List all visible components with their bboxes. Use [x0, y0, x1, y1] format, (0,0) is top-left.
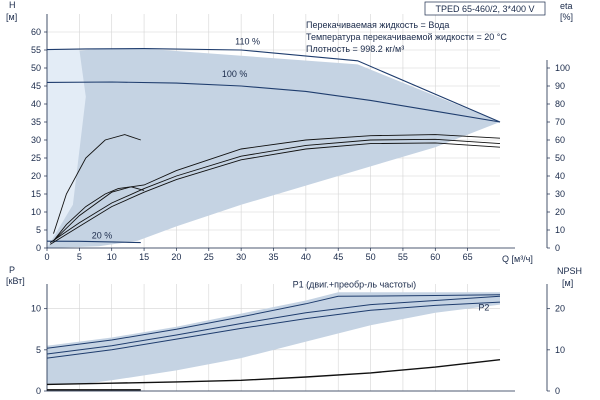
- bottom-right-tick-label-2: 20: [555, 304, 565, 314]
- top-x-tick-label-1: 5: [77, 252, 82, 262]
- top-y-axis-unit: [м]: [6, 12, 17, 22]
- info-line-0: Перекачиваемая жидкость = Вода: [306, 20, 449, 30]
- top-curve-2: [46, 240, 141, 244]
- bottom-y-tick-label-2: 10: [31, 304, 41, 314]
- top-x-tick-label-4: 20: [171, 252, 181, 262]
- top-curve-3: [53, 134, 501, 242]
- bottom-plot: 0 5 10 0 10 20 P[кВт] NPSH [м] P1 (двиг.+преобр-л…: [6, 265, 582, 396]
- top-y-tick-label-7: 35: [31, 117, 41, 127]
- top-right-tick-label-5: 50: [555, 153, 565, 163]
- top-y-tick-label-0: 0: [36, 243, 41, 253]
- top-right-tick-label-6: 60: [555, 135, 565, 145]
- top-right-tick-label-7: 70: [555, 117, 565, 127]
- top-curve-label-1: 100 %: [222, 69, 248, 79]
- bottom-y-tick-label-0: 0: [36, 386, 41, 396]
- bottom-curve-2: [46, 301, 501, 359]
- top-y-tick-label-4: 20: [31, 171, 41, 181]
- top-x-tick-label-6: 30: [236, 252, 246, 262]
- top-right-tick-label-1: 10: [555, 225, 565, 235]
- bottom-y-tick-label-1: 5: [36, 345, 41, 355]
- title-box: [424, 1, 546, 16]
- top-right-axis-unit: [%]: [560, 12, 573, 22]
- top-curve-4: [49, 138, 501, 243]
- top-y-tick-label-12: 60: [31, 27, 41, 37]
- bottom-curve-label-2: P2: [478, 302, 489, 312]
- bottom-right-axis-unit: [м]: [562, 278, 573, 288]
- top-x-tick-label-12: 60: [430, 252, 440, 262]
- bottom-right-tick-label-0: 0: [555, 386, 560, 396]
- top-curve-label-0: 110 %: [235, 37, 260, 47]
- bottom-right-tick-label-1: 10: [555, 345, 565, 355]
- top-y-tick-label-5: 25: [31, 153, 41, 163]
- top-right-axis-title: eta: [560, 1, 573, 11]
- bottom-curve-1: [46, 295, 501, 355]
- top-x-tick-label-13: 65: [463, 252, 473, 262]
- top-y-tick-label-8: 40: [31, 99, 41, 109]
- top-curve-7: [53, 186, 145, 242]
- top-y-tick-label-9: 45: [31, 81, 41, 91]
- top-x-tick-label-2: 10: [107, 252, 117, 262]
- bottom-y-axis-title: P: [9, 265, 15, 275]
- info-line-1: Температура перекачиваемой жидкости = 20…: [306, 32, 507, 42]
- top-x-tick-label-0: 0: [44, 252, 49, 262]
- bottom-y-axis-unit: [кВт]: [6, 276, 25, 286]
- top-x-tick-label-8: 40: [301, 252, 311, 262]
- top-curve-label-2: 20 %: [92, 230, 113, 240]
- chart-title: TPED 65-460/2, 3*400 V: [435, 4, 534, 14]
- top-right-tick-label-9: 90: [555, 81, 565, 91]
- bottom-curve-3: [46, 359, 501, 386]
- top-curve-0: [46, 48, 501, 123]
- top-x-tick-label-11: 55: [398, 252, 408, 262]
- bottom-operating-region: [47, 292, 500, 385]
- top-right-tick-label-8: 80: [555, 99, 565, 109]
- top-plot: 0 5 10 15 20 25 30 35 40 45 50 55 60 65 0 5 10 15 20 25 30 35…: [6, 0, 573, 264]
- top-right-tick-label-10: 100: [555, 63, 570, 73]
- top-x-tick-label-10: 50: [366, 252, 376, 262]
- bottom-curve-0: [46, 294, 501, 349]
- top-right-tick-label-0: 0: [555, 243, 560, 253]
- top-x-tick-label-3: 15: [139, 252, 149, 262]
- top-right-tick-label-4: 40: [555, 171, 565, 181]
- top-y-tick-label-1: 5: [36, 225, 41, 235]
- top-y-tick-label-10: 50: [31, 63, 41, 73]
- top-light-region: [47, 50, 86, 248]
- top-y-tick-label-11: 55: [31, 45, 41, 55]
- top-right-tick-label-3: 30: [555, 189, 565, 199]
- top-y-tick-label-2: 10: [31, 207, 41, 217]
- top-y-tick-label-6: 30: [31, 135, 41, 145]
- top-curve-5: [49, 142, 501, 245]
- top-right-tick-label-2: 20: [555, 207, 565, 217]
- top-curve-1: [46, 81, 501, 123]
- top-operating-region: [47, 48, 500, 248]
- bottom-right-axis-title: NPSH: [557, 266, 582, 276]
- top-x-axis-title: Q [м³/ч]: [502, 254, 533, 264]
- top-x-tick-label-7: 35: [268, 252, 278, 262]
- top-curve-6: [53, 134, 141, 234]
- top-y-axis-title: H: [9, 0, 16, 10]
- info-line-2: Плотность = 998.2 кг/м³: [306, 44, 404, 54]
- top-x-tick-label-5: 25: [204, 252, 214, 262]
- top-x-tick-label-9: 45: [333, 252, 343, 262]
- bottom-curve-label-0: P1 (двиг.+преобр-ль частоты): [293, 279, 417, 289]
- top-y-tick-label-3: 15: [31, 189, 41, 199]
